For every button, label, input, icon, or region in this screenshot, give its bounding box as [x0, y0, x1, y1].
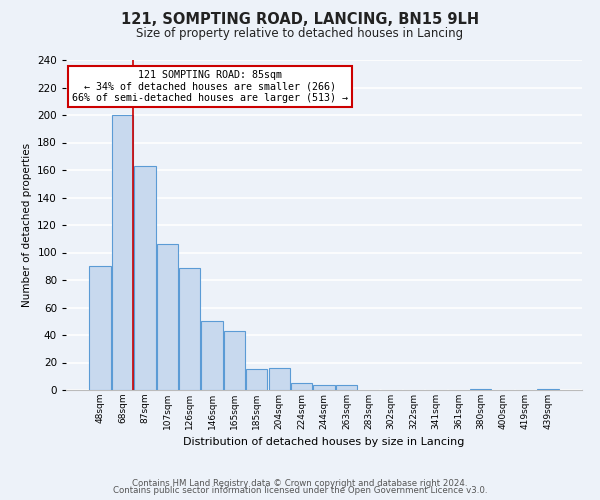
Bar [336, 384, 357, 390]
Bar [313, 384, 335, 390]
Text: Size of property relative to detached houses in Lancing: Size of property relative to detached ho… [136, 28, 464, 40]
Bar [537, 388, 559, 390]
Bar [224, 331, 245, 390]
Bar [291, 383, 312, 390]
Bar [470, 388, 491, 390]
Y-axis label: Number of detached properties: Number of detached properties [22, 143, 32, 307]
Bar [157, 244, 178, 390]
Bar [246, 370, 268, 390]
Text: Contains HM Land Registry data © Crown copyright and database right 2024.: Contains HM Land Registry data © Crown c… [132, 478, 468, 488]
X-axis label: Distribution of detached houses by size in Lancing: Distribution of detached houses by size … [184, 438, 464, 448]
Bar [269, 368, 290, 390]
Text: Contains public sector information licensed under the Open Government Licence v3: Contains public sector information licen… [113, 486, 487, 495]
Text: 121, SOMPTING ROAD, LANCING, BN15 9LH: 121, SOMPTING ROAD, LANCING, BN15 9LH [121, 12, 479, 28]
Bar [202, 322, 223, 390]
Bar [179, 268, 200, 390]
Text: 121 SOMPTING ROAD: 85sqm
← 34% of detached houses are smaller (266)
66% of semi-: 121 SOMPTING ROAD: 85sqm ← 34% of detach… [73, 70, 349, 103]
Bar [89, 266, 111, 390]
Bar [134, 166, 155, 390]
Bar [112, 115, 133, 390]
